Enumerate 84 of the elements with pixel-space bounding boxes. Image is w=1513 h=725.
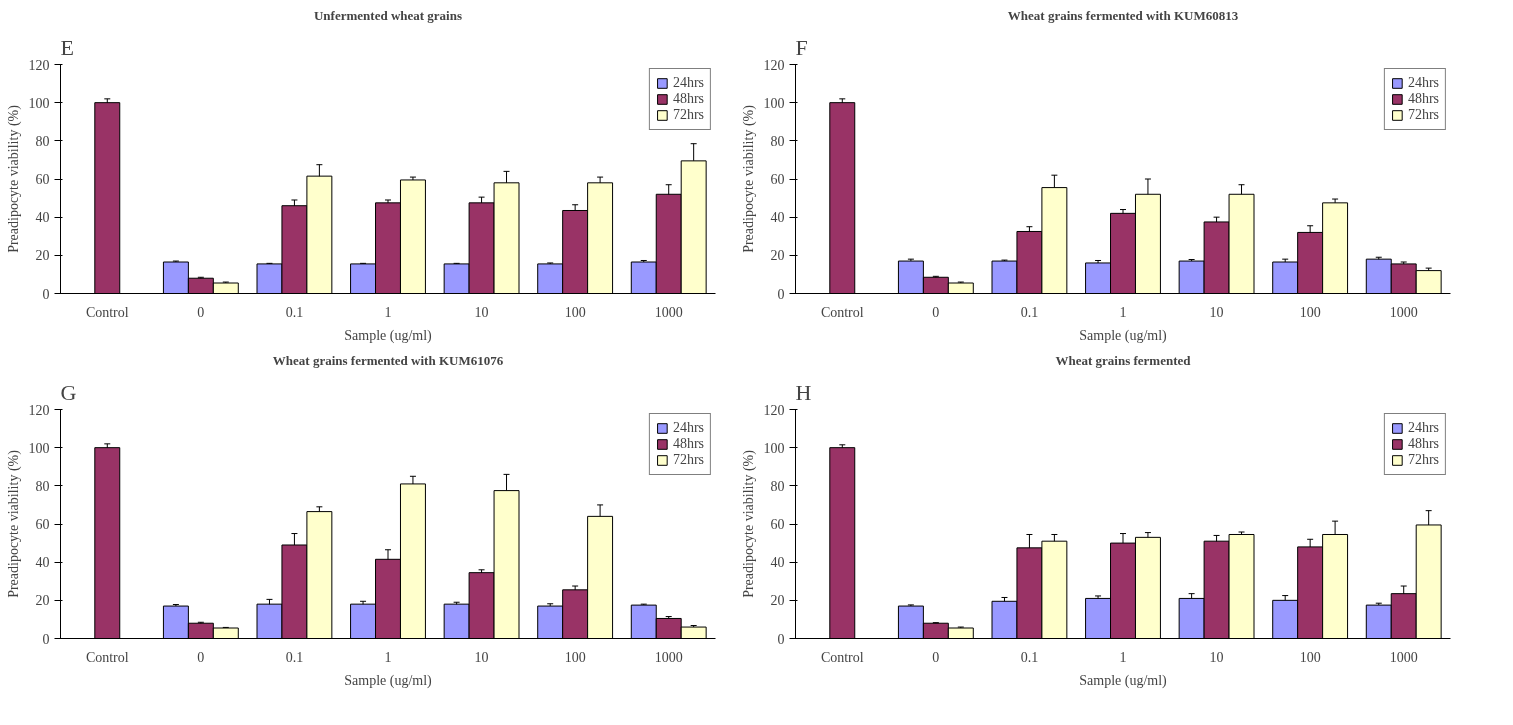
y-tick-label: 40 xyxy=(35,210,50,226)
chart-title: Wheat grains fermented with KUM61076 xyxy=(272,352,504,368)
y-tick-label: 80 xyxy=(35,478,50,494)
x-tick-label: Control xyxy=(820,649,864,665)
text: H xyxy=(795,379,812,405)
x-tick-label: 0 xyxy=(197,304,205,320)
x-tick-label: 1 xyxy=(1119,304,1127,320)
y-tick-label: 20 xyxy=(35,593,50,609)
x-tick-label: 10 xyxy=(474,304,489,320)
y-tick-label: 60 xyxy=(35,172,50,187)
text: G xyxy=(60,379,77,405)
y-tick-label: 100 xyxy=(28,440,50,456)
y-tick-label: 0 xyxy=(42,286,50,302)
y-tick-label: 60 xyxy=(770,517,785,532)
x-tick-label: 100 xyxy=(1299,649,1321,665)
legend-label: 24hrs xyxy=(672,75,704,91)
x-tick-label: 10 xyxy=(1209,304,1224,320)
y-tick-label: 20 xyxy=(770,248,785,264)
x-tick-label: Control xyxy=(85,304,129,320)
y-tick-label: 0 xyxy=(777,286,785,302)
x-tick-label: Control xyxy=(820,304,864,320)
legend-label: 72hrs xyxy=(1407,107,1439,123)
chart-title: Wheat grains fermented xyxy=(1055,352,1192,368)
y-tick-label: 20 xyxy=(35,248,50,264)
legend-label: 48hrs xyxy=(672,436,704,452)
y-tick-label: 120 xyxy=(763,57,785,73)
y-tick-label: 40 xyxy=(35,555,50,571)
x-tick-label: 0 xyxy=(932,304,940,320)
text: F xyxy=(795,34,808,60)
y-tick-label: 60 xyxy=(770,172,785,187)
legend-label: 48hrs xyxy=(1407,91,1439,107)
x-tick-label: 1 xyxy=(384,304,392,320)
legend-label: 72hrs xyxy=(672,107,704,123)
y-axis-title: Preadipocyte viability (%) xyxy=(5,104,22,253)
legend-label: 48hrs xyxy=(1407,436,1439,452)
legend-label: 48hrs xyxy=(672,91,704,107)
y-tick-label: 80 xyxy=(770,478,785,494)
x-tick-label: 100 xyxy=(564,304,586,320)
y-tick-label: 0 xyxy=(42,631,50,647)
x-tick-label: 0.1 xyxy=(1020,304,1039,320)
y-tick-label: 100 xyxy=(763,95,785,111)
y-tick-label: 120 xyxy=(763,402,785,418)
y-tick-label: 20 xyxy=(770,593,785,609)
legend-label: 24hrs xyxy=(1407,420,1439,436)
y-tick-label: 100 xyxy=(763,440,785,456)
y-tick-label: 60 xyxy=(35,517,50,532)
legend-label: 72hrs xyxy=(672,452,704,468)
x-axis-title: Sample (ug/ml) xyxy=(1079,672,1168,689)
y-tick-label: 0 xyxy=(777,631,785,647)
chart-title: Wheat grains fermented with KUM60813 xyxy=(1007,7,1239,23)
legend-label: 72hrs xyxy=(1407,452,1439,468)
x-tick-label: 1000 xyxy=(654,304,683,320)
x-tick-label: 0.1 xyxy=(285,649,304,665)
y-axis-title: Preadipocyte viability (%) xyxy=(740,449,757,598)
y-axis-title: Preadipocyte viability (%) xyxy=(5,449,22,598)
chart-title: Unfermented wheat grains xyxy=(313,7,463,23)
x-tick-label: 0 xyxy=(932,649,940,665)
x-tick-label: 10 xyxy=(474,649,489,665)
x-tick-label: 1000 xyxy=(1389,649,1418,665)
x-tick-label: Control xyxy=(85,649,129,665)
y-tick-label: 40 xyxy=(770,555,785,571)
y-axis-title: Preadipocyte viability (%) xyxy=(740,104,757,253)
x-axis-title: Sample (ug/ml) xyxy=(1079,327,1168,344)
x-tick-label: 1 xyxy=(384,649,392,665)
x-axis-title: Sample (ug/ml) xyxy=(344,327,433,344)
y-tick-label: 100 xyxy=(28,95,50,111)
text: E xyxy=(60,34,74,60)
x-tick-label: 0.1 xyxy=(1020,649,1039,665)
x-axis-title: Sample (ug/ml) xyxy=(344,672,433,689)
x-tick-label: 1 xyxy=(1119,649,1127,665)
y-tick-label: 80 xyxy=(770,133,785,149)
y-tick-label: 120 xyxy=(28,57,50,73)
y-tick-label: 80 xyxy=(35,133,50,149)
y-tick-label: 40 xyxy=(770,210,785,226)
legend-label: 24hrs xyxy=(1407,75,1439,91)
x-tick-label: 100 xyxy=(564,649,586,665)
x-tick-label: 1000 xyxy=(1389,304,1418,320)
y-tick-label: 120 xyxy=(28,402,50,418)
x-tick-label: 0.1 xyxy=(285,304,304,320)
x-tick-label: 10 xyxy=(1209,649,1224,665)
legend-label: 24hrs xyxy=(672,420,704,436)
x-tick-label: 100 xyxy=(1299,304,1321,320)
x-tick-label: 0 xyxy=(197,649,205,665)
x-tick-label: 1000 xyxy=(654,649,683,665)
